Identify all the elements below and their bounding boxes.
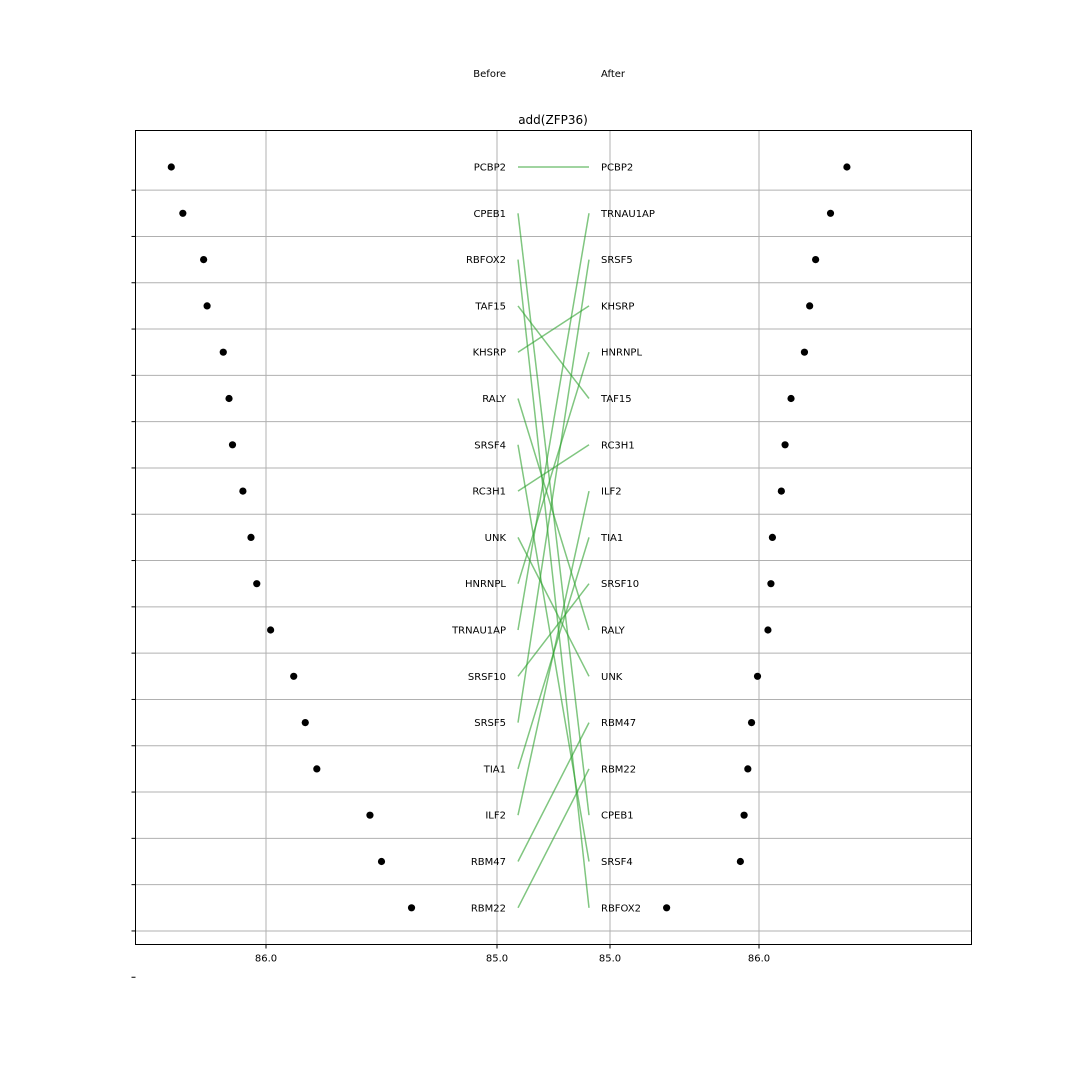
before-point-trnau1ap <box>267 626 275 634</box>
after-label-srsf5: SRSF5 <box>601 255 633 266</box>
data-points <box>167 163 851 912</box>
plot-frame <box>135 130 972 945</box>
after-point-pcbp2 <box>843 163 851 171</box>
before-label-trnau1ap: TRNAU1AP <box>451 626 506 637</box>
connector-line-rbm22 <box>517 768 590 909</box>
connector-line-trnau1ap <box>517 213 590 631</box>
connector-line-rbfox2 <box>517 259 590 908</box>
before-label-srsf4: SRSF4 <box>474 440 506 451</box>
before-label-ilf2: ILF2 <box>485 811 506 822</box>
before-label-tia1: TIA1 <box>483 764 506 775</box>
after-label-cpeb1: CPEB1 <box>601 811 634 822</box>
before-label-srsf10: SRSF10 <box>468 672 506 683</box>
after-header: After <box>601 69 626 80</box>
connector-line-rbm47 <box>517 722 590 862</box>
chart-title: add(ZFP36) <box>518 113 588 127</box>
after-point-rc3h1 <box>781 441 789 449</box>
before-point-tia1 <box>313 765 321 773</box>
before-point-rbfox2 <box>200 256 208 264</box>
row-labels: PCBP2 CPEB1 RBFOX2 TAF15 KHSRP RALY SRSF4 RC3H1… <box>451 163 655 915</box>
after-label-unk: UNK <box>601 672 623 683</box>
after-point-taf15 <box>787 394 795 403</box>
connector-line-raly <box>517 398 590 631</box>
right-x-tick-label: 85.0 <box>599 954 621 965</box>
after-label-raly: RALY <box>601 626 626 637</box>
before-point-cpeb1 <box>179 209 187 217</box>
after-point-cpeb1 <box>740 811 748 819</box>
after-label-khsrp: KHSRP <box>601 301 634 312</box>
before-point-srsf5 <box>301 719 309 727</box>
grid <box>135 130 972 945</box>
after-label-rbm47: RBM47 <box>601 718 636 729</box>
after-label-pcbp2: PCBP2 <box>601 163 633 174</box>
after-point-rbfox2 <box>663 904 671 912</box>
connector-line-srsf10 <box>517 583 590 677</box>
before-point-rbm22 <box>407 904 416 912</box>
after-point-rbm47 <box>747 719 756 727</box>
after-label-rbfox2: RBFOX2 <box>601 903 641 914</box>
before-label-rc3h1: RC3H1 <box>472 487 506 498</box>
after-point-hnrnpl <box>800 348 809 356</box>
before-point-rc3h1 <box>239 487 247 495</box>
after-point-srsf4 <box>736 857 744 866</box>
before-label-pcbp2: PCBP2 <box>474 163 506 174</box>
connector-line-hnrnpl <box>517 351 590 584</box>
after-point-trnau1ap <box>826 209 835 217</box>
after-label-srsf4: SRSF4 <box>601 857 633 868</box>
after-point-srsf10 <box>767 580 775 588</box>
left-x-tick-label: 85.0 <box>486 954 508 965</box>
axis-ticks: 86.0 85.0 85.0 86.0 <box>131 189 770 978</box>
before-point-rbm47 <box>377 857 386 866</box>
after-point-ilf2 <box>777 487 785 495</box>
before-point-srsf4 <box>228 441 237 449</box>
before-point-hnrnpl <box>253 580 261 588</box>
after-point-khsrp <box>806 302 814 310</box>
connector-line-srsf5 <box>517 259 590 723</box>
before-point-khsrp <box>219 348 227 356</box>
before-header: Before <box>473 69 506 80</box>
before-label-rbfox2: RBFOX2 <box>466 255 506 266</box>
after-label-srsf10: SRSF10 <box>601 579 639 590</box>
after-label-ilf2: ILF2 <box>601 487 622 498</box>
connector-line-khsrp <box>517 305 590 353</box>
after-label-hnrnpl: HNRNPL <box>601 348 642 359</box>
before-label-taf15: TAF15 <box>474 301 506 312</box>
after-label-tia1: TIA1 <box>600 533 623 544</box>
right-x-tick-label: 86.0 <box>748 954 770 965</box>
after-point-tia1 <box>768 533 777 542</box>
after-label-rc3h1: RC3H1 <box>601 440 635 451</box>
before-point-ilf2 <box>366 811 374 819</box>
before-label-cpeb1: CPEB1 <box>473 209 506 220</box>
before-point-raly <box>225 394 233 403</box>
before-point-taf15 <box>203 302 211 310</box>
connector-line-ilf2 <box>517 490 590 816</box>
before-point-pcbp2 <box>167 163 175 171</box>
after-point-raly <box>764 626 772 634</box>
after-point-unk <box>753 672 762 680</box>
after-point-rbm22 <box>744 765 752 773</box>
after-label-taf15: TAF15 <box>600 394 632 405</box>
connector-line-taf15 <box>517 305 590 399</box>
before-label-srsf5: SRSF5 <box>474 718 506 729</box>
before-label-unk: UNK <box>485 533 507 544</box>
before-point-unk <box>247 533 255 542</box>
before-point-srsf10 <box>290 672 298 680</box>
connector-lines <box>517 166 590 909</box>
after-point-srsf5 <box>812 256 820 264</box>
before-label-raly: RALY <box>482 394 507 405</box>
left-x-tick-label: 86.0 <box>255 954 277 965</box>
after-label-rbm22: RBM22 <box>601 764 636 775</box>
after-label-trnau1ap: TRNAU1AP <box>600 209 655 220</box>
before-label-hnrnpl: HNRNPL <box>465 579 506 590</box>
before-label-khsrp: KHSRP <box>473 348 506 359</box>
before-label-rbm22: RBM22 <box>471 903 506 914</box>
before-label-rbm47: RBM47 <box>471 857 506 868</box>
